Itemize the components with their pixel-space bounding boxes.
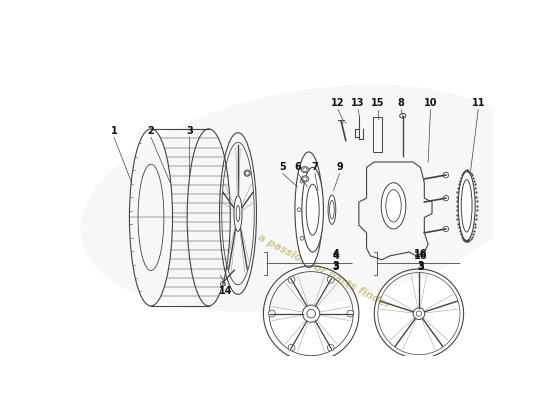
Ellipse shape xyxy=(443,172,449,178)
Text: 16: 16 xyxy=(414,249,427,259)
Ellipse shape xyxy=(297,208,301,212)
Circle shape xyxy=(413,308,425,320)
Text: 8: 8 xyxy=(398,98,405,108)
Text: 3: 3 xyxy=(417,262,424,272)
Text: 3: 3 xyxy=(332,261,339,271)
Ellipse shape xyxy=(301,176,309,182)
Ellipse shape xyxy=(314,179,317,183)
Text: 2: 2 xyxy=(147,126,155,136)
Ellipse shape xyxy=(381,183,406,229)
Ellipse shape xyxy=(301,166,309,173)
Ellipse shape xyxy=(244,170,250,176)
Ellipse shape xyxy=(295,152,323,268)
Ellipse shape xyxy=(329,200,334,219)
Text: 3: 3 xyxy=(332,262,339,272)
Ellipse shape xyxy=(302,168,307,172)
Ellipse shape xyxy=(328,195,336,224)
Ellipse shape xyxy=(302,184,315,236)
Text: 6: 6 xyxy=(295,162,301,172)
Ellipse shape xyxy=(400,114,406,118)
Text: 12: 12 xyxy=(331,98,345,108)
Ellipse shape xyxy=(288,344,295,351)
Ellipse shape xyxy=(288,276,295,283)
Ellipse shape xyxy=(386,190,402,222)
Ellipse shape xyxy=(327,344,334,351)
Text: 10: 10 xyxy=(424,98,437,108)
Text: 11: 11 xyxy=(471,98,485,108)
Text: 3: 3 xyxy=(417,261,424,271)
Ellipse shape xyxy=(461,180,472,232)
Text: 4: 4 xyxy=(332,249,339,259)
Ellipse shape xyxy=(347,310,354,317)
Text: 13: 13 xyxy=(351,98,365,108)
Ellipse shape xyxy=(300,179,304,183)
Circle shape xyxy=(307,309,316,318)
Ellipse shape xyxy=(458,171,475,240)
Ellipse shape xyxy=(236,206,240,222)
Text: 3: 3 xyxy=(186,126,193,136)
Ellipse shape xyxy=(80,85,537,312)
Text: a passion for parts finder: a passion for parts finder xyxy=(256,232,392,310)
Ellipse shape xyxy=(314,236,317,240)
Text: 14: 14 xyxy=(219,286,233,296)
Ellipse shape xyxy=(443,196,449,201)
Ellipse shape xyxy=(317,208,321,212)
Text: 7: 7 xyxy=(312,162,318,172)
Ellipse shape xyxy=(268,310,276,317)
Text: 1: 1 xyxy=(111,126,117,136)
Ellipse shape xyxy=(300,236,304,240)
Ellipse shape xyxy=(327,276,334,283)
Text: 16: 16 xyxy=(414,251,427,261)
Text: 4: 4 xyxy=(332,251,339,261)
Text: 5: 5 xyxy=(279,162,286,172)
Ellipse shape xyxy=(302,177,307,181)
Text: 15: 15 xyxy=(371,98,385,108)
Text: 9: 9 xyxy=(336,162,343,172)
Ellipse shape xyxy=(306,184,319,235)
Ellipse shape xyxy=(302,167,323,252)
Circle shape xyxy=(416,311,422,316)
Ellipse shape xyxy=(443,226,449,232)
